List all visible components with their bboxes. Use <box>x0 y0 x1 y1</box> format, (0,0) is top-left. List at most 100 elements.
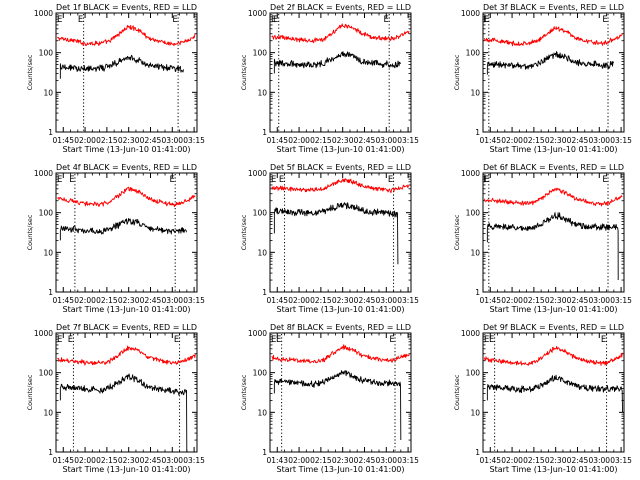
x-axis-label: Start Time (13-Jun-10 01:41:00) <box>63 145 191 154</box>
interval-marker: E <box>174 335 179 345</box>
series-line-lld <box>57 186 196 208</box>
x-tick-label: 03:15 <box>610 296 632 305</box>
x-tick-label: 02:00 <box>288 296 310 305</box>
chart-title: Det 4f BLACK = Events, RED = LLD <box>56 163 197 172</box>
x-tick-label: 02:00 <box>74 136 96 145</box>
y-tick-label: 1 <box>262 128 267 137</box>
x-tick-label: 01:45 <box>52 296 74 305</box>
y-axis-label: Counts/sec <box>453 374 461 410</box>
x-tick-label: 03:15 <box>397 456 419 465</box>
chart-title: Det 8f BLACK = Events, RED = LLD <box>270 323 411 332</box>
x-axis-label: Start Time (13-Jun-10 01:41:00) <box>63 305 191 314</box>
x-tick-label: 02:15 <box>310 136 332 145</box>
interval-marker: E <box>388 175 393 185</box>
chart-title: Det 9f BLACK = Events, RED = LLD <box>483 323 624 332</box>
x-tick-label: 01:45 <box>266 136 288 145</box>
x-tick-label: 02:45 <box>140 296 162 305</box>
plot-frame <box>482 12 625 133</box>
interval-marker: E <box>602 15 607 25</box>
x-tick-label: 02:45 <box>140 136 162 145</box>
interval-marker: E <box>489 335 494 345</box>
y-axis-label: Counts/sec <box>240 54 248 90</box>
y-tick-label: 100 <box>466 209 481 218</box>
x-tick-label: 02:45 <box>354 136 376 145</box>
y-tick-label: 10 <box>257 408 267 417</box>
series-line-events <box>59 218 187 241</box>
x-tick-label: 03:00 <box>161 456 183 465</box>
y-tick-label: 1000 <box>461 9 480 18</box>
interval-marker: E <box>170 175 175 185</box>
interval-marker: E <box>276 335 281 345</box>
x-tick-label: 03:00 <box>588 456 610 465</box>
chart-title: Det 6f BLACK = Events, RED = LLD <box>483 163 624 172</box>
y-tick-label: 1000 <box>461 329 480 338</box>
x-tick-label: 02:00 <box>501 136 523 145</box>
plot-frame <box>55 12 198 133</box>
y-tick-label: 1000 <box>248 169 267 178</box>
interval-marker-edge: E <box>57 15 62 25</box>
chart-title: Det 7f BLACK = Events, RED = LLD <box>56 323 197 332</box>
x-axis-label: Start Time (13-Jun-10 01:41:00) <box>490 465 618 474</box>
y-tick-label: 1000 <box>34 329 53 338</box>
series-line-lld <box>57 345 196 366</box>
series-line-events <box>59 54 184 79</box>
y-tick-label: 10 <box>470 248 480 257</box>
x-tick-label: 03:00 <box>375 296 397 305</box>
x-axis-label: Start Time (13-Jun-10 01:41:00) <box>277 465 405 474</box>
x-tick-label: 01:45 <box>52 456 74 465</box>
y-tick-label: 1 <box>475 128 480 137</box>
plot-frame <box>482 172 625 293</box>
chart-title: Det 5f BLACK = Events, RED = LLD <box>270 163 411 172</box>
x-tick-label: 02:15 <box>310 456 332 465</box>
interval-marker: E <box>601 335 606 345</box>
y-tick-label: 1 <box>262 448 267 457</box>
x-axis-label: Start Time (13-Jun-10 01:41:00) <box>277 145 405 154</box>
series-line-events <box>273 202 399 265</box>
x-tick-label: 02:30 <box>332 296 354 305</box>
y-tick-label: 10 <box>257 248 267 257</box>
x-tick-label: 02:30 <box>118 456 140 465</box>
interval-marker: E <box>172 15 177 25</box>
y-tick-label: 100 <box>466 49 481 58</box>
chart-panel-3: Det 3f BLACK = Events, RED = LLD 1 10 100 10… <box>453 3 632 154</box>
series-line-lld <box>484 26 623 47</box>
interval-marker: E <box>68 335 73 345</box>
x-tick-label: 02:15 <box>523 136 545 145</box>
x-tick-label: 02:45 <box>140 456 162 465</box>
series-line-lld <box>271 23 410 44</box>
y-tick-label: 10 <box>470 408 480 417</box>
x-tick-label: 02:00 <box>501 296 523 305</box>
interval-marker-edge: E <box>484 335 489 345</box>
x-tick-label: 02:30 <box>332 456 354 465</box>
x-tick-label: 01:45 <box>266 296 288 305</box>
x-tick-label: 02:15 <box>310 296 332 305</box>
y-tick-label: 100 <box>253 49 268 58</box>
interval-marker: E <box>389 335 394 345</box>
series-line-events <box>486 212 619 281</box>
y-tick-label: 10 <box>470 88 480 97</box>
x-tick-label: 02:30 <box>545 136 567 145</box>
interval-marker-edge: E <box>57 175 62 185</box>
y-tick-label: 1000 <box>248 329 267 338</box>
series-line-events <box>486 374 623 413</box>
plot-frame <box>55 332 198 453</box>
y-axis-label: Counts/sec <box>240 214 248 250</box>
x-tick-label: 02:45 <box>567 456 589 465</box>
chart-panel-5: Det 5f BLACK = Events, RED = LLD 1 10 100 10… <box>240 163 419 314</box>
x-axis-label: Start Time (13-Jun-10 01:41:00) <box>490 305 618 314</box>
x-tick-label: 03:00 <box>588 296 610 305</box>
x-tick-label: 01:45 <box>479 296 501 305</box>
interval-marker: E <box>384 15 389 25</box>
x-tick-label: 02:15 <box>523 296 545 305</box>
x-tick-label: 03:15 <box>397 136 419 145</box>
x-tick-label: 01:45 <box>52 136 74 145</box>
series-line-events <box>273 370 402 441</box>
series-line-lld <box>57 24 196 47</box>
y-tick-label: 10 <box>43 88 53 97</box>
x-tick-label: 02:15 <box>96 456 118 465</box>
y-tick-label: 100 <box>253 369 268 378</box>
y-tick-label: 1000 <box>34 169 53 178</box>
chart-panel-9: Det 9f BLACK = Events, RED = LLD 1 10 100 10… <box>453 323 632 474</box>
plot-frame <box>269 12 412 133</box>
